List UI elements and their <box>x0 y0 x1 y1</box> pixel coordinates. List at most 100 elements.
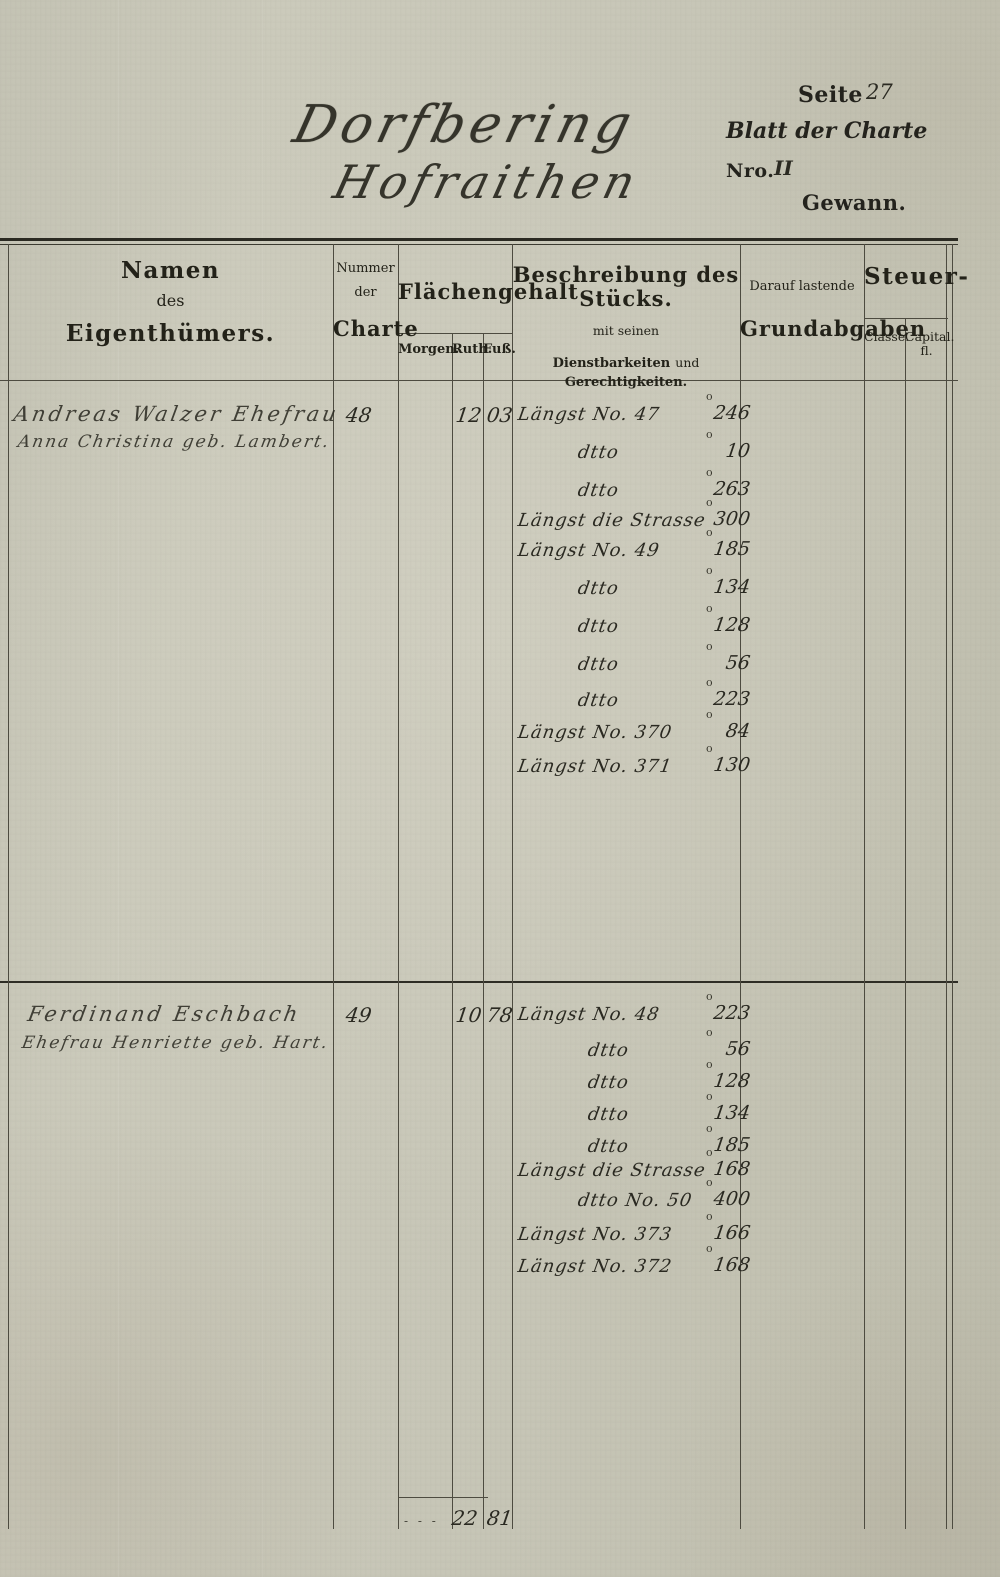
description-entry: dtto <box>576 690 621 711</box>
header-charte-line2: der <box>354 284 377 300</box>
column-rule-classe-capital <box>905 318 906 1529</box>
header-beschreibung-line1: Beschreibung des Stücks. <box>512 262 740 312</box>
description-value: 223 <box>712 1002 752 1024</box>
fuss-value: 03 <box>485 403 515 427</box>
superscript-mark: o <box>706 1058 713 1071</box>
header-grundabgaben-line1: Darauf lastende <box>749 279 855 294</box>
header-capital-unit: fl. <box>920 343 933 359</box>
owner-name-line1: Andreas Walzer Ehefrau <box>11 402 342 426</box>
description-value: 400 <box>712 1188 752 1210</box>
description-entry: Längst No. 370 <box>516 722 674 743</box>
paper-fold-line <box>690 0 692 1577</box>
description-entry: dtto <box>576 654 621 675</box>
header-beschreibung-line2: mit seinen <box>592 323 660 339</box>
gewann-label: Gewann. <box>802 190 907 215</box>
superscript-mark: o <box>706 708 713 721</box>
superscript-mark: o <box>706 428 713 441</box>
header-names-line3: Eigenthümers. <box>65 319 276 347</box>
column-rule-charte-flaeche <box>398 244 399 1529</box>
totals-fuss: 81 <box>485 1506 515 1530</box>
description-value: 168 <box>712 1158 752 1180</box>
header-names: Namen des Eigenthümers. <box>8 257 333 347</box>
description-entry: dtto <box>586 1136 631 1157</box>
nro-label: Nro. <box>726 160 775 182</box>
header-body-divider <box>0 380 958 381</box>
column-rule-beschreibung-grundabgaben <box>740 244 741 1529</box>
superscript-mark: o <box>706 496 713 509</box>
header-charte-line1: Nummer <box>336 261 395 276</box>
description-value: 56 <box>724 1038 752 1060</box>
description-entry: Längst die Strasse <box>516 510 708 531</box>
description-entry: Längst No. 47 <box>516 404 662 425</box>
superscript-mark: o <box>706 1146 713 1159</box>
description-value: 185 <box>712 1134 752 1156</box>
column-rule-flaeche-beschreibung <box>512 244 513 1529</box>
superscript-mark: o <box>706 990 713 1003</box>
header-ruth: Ruth. <box>452 342 492 358</box>
description-value: 130 <box>712 754 752 776</box>
superscript-mark: o <box>706 1122 713 1135</box>
superscript-mark: o <box>706 1242 713 1255</box>
header-steuer: Steuer- <box>864 263 970 290</box>
superscript-mark: o <box>706 564 713 577</box>
header-capital: Capital. fl. <box>905 329 955 359</box>
header-capital-label: Capital. <box>905 329 955 344</box>
header-charte: Nummer der Charte <box>333 261 419 341</box>
charte-number: 49 <box>344 1003 374 1027</box>
cadastral-table: Namen des Eigenthümers. Nummer der Chart… <box>0 238 970 1533</box>
header-charte-line3: Charte <box>333 315 419 341</box>
header-beschreibung: Beschreibung des Stücks. mit seinen Dien… <box>512 262 740 391</box>
superscript-mark: o <box>706 1176 713 1189</box>
superscript-mark: o <box>706 602 713 615</box>
description-entry: dtto <box>576 616 621 637</box>
description-value: 246 <box>712 402 752 424</box>
steuer-subheader-rule <box>864 318 948 319</box>
header-morgen-label: Morgen. <box>398 342 460 357</box>
header-names-line2: des <box>156 291 185 311</box>
header-flaechengehalt-title: Flächengehalt <box>398 279 579 304</box>
page-number: 27 <box>866 80 893 104</box>
description-entry: dtto <box>586 1040 631 1061</box>
totals-ruth: 22 <box>450 1506 480 1530</box>
superscript-mark: o <box>706 526 713 539</box>
superscript-mark: o <box>706 676 713 689</box>
paper-fold-line <box>262 0 264 1577</box>
column-rule-right-inner <box>946 244 947 1529</box>
description-value: 134 <box>712 576 752 598</box>
description-value: 10 <box>724 440 752 462</box>
paper-fold-line <box>118 0 120 1577</box>
header-beschreibung-line3a: Dienstbarkeiten <box>552 355 671 371</box>
column-rule-ruth-fuss <box>483 333 484 1529</box>
description-entry: Längst No. 49 <box>516 540 662 561</box>
ruth-value: 12 <box>454 403 484 427</box>
description-entry: Längst No. 373 <box>516 1224 674 1245</box>
place-name-heading: Dorfbering <box>287 95 642 155</box>
description-value: 166 <box>712 1222 752 1244</box>
description-value: 128 <box>712 1070 752 1092</box>
header-fuss-label: Fuß. <box>483 342 516 357</box>
fuss-value: 78 <box>485 1003 515 1027</box>
superscript-mark: o <box>706 1090 713 1103</box>
description-entry: dtto <box>586 1072 631 1093</box>
superscript-mark: o <box>706 1210 713 1223</box>
superscript-mark: o <box>706 1026 713 1039</box>
totals-leader: - - - <box>404 1514 439 1528</box>
description-entry: dtto <box>576 442 621 463</box>
header-grundabgaben-line2: Grundabgaben <box>740 315 927 341</box>
nro-value: II <box>774 156 793 180</box>
header-morgen: Morgen. <box>398 342 460 358</box>
header-flaechengehalt: Flächengehalt <box>398 279 579 304</box>
superscript-mark: o <box>706 466 713 479</box>
description-entry: Längst die Strasse <box>516 1160 708 1181</box>
description-value: 84 <box>724 720 752 742</box>
document-header: Dorfbering Hofraithen Seite 27 Blatt der… <box>0 0 1000 238</box>
row-divider <box>0 981 958 983</box>
header-steuer-title: Steuer- <box>864 263 970 290</box>
description-value: 300 <box>712 508 752 530</box>
description-entry: dtto <box>576 578 621 599</box>
owner-name-line2: Anna Christina geb. Lambert. <box>16 432 332 452</box>
column-rule-right-outer <box>952 244 953 1529</box>
ruth-value: 10 <box>454 1003 484 1027</box>
description-value: 128 <box>712 614 752 636</box>
